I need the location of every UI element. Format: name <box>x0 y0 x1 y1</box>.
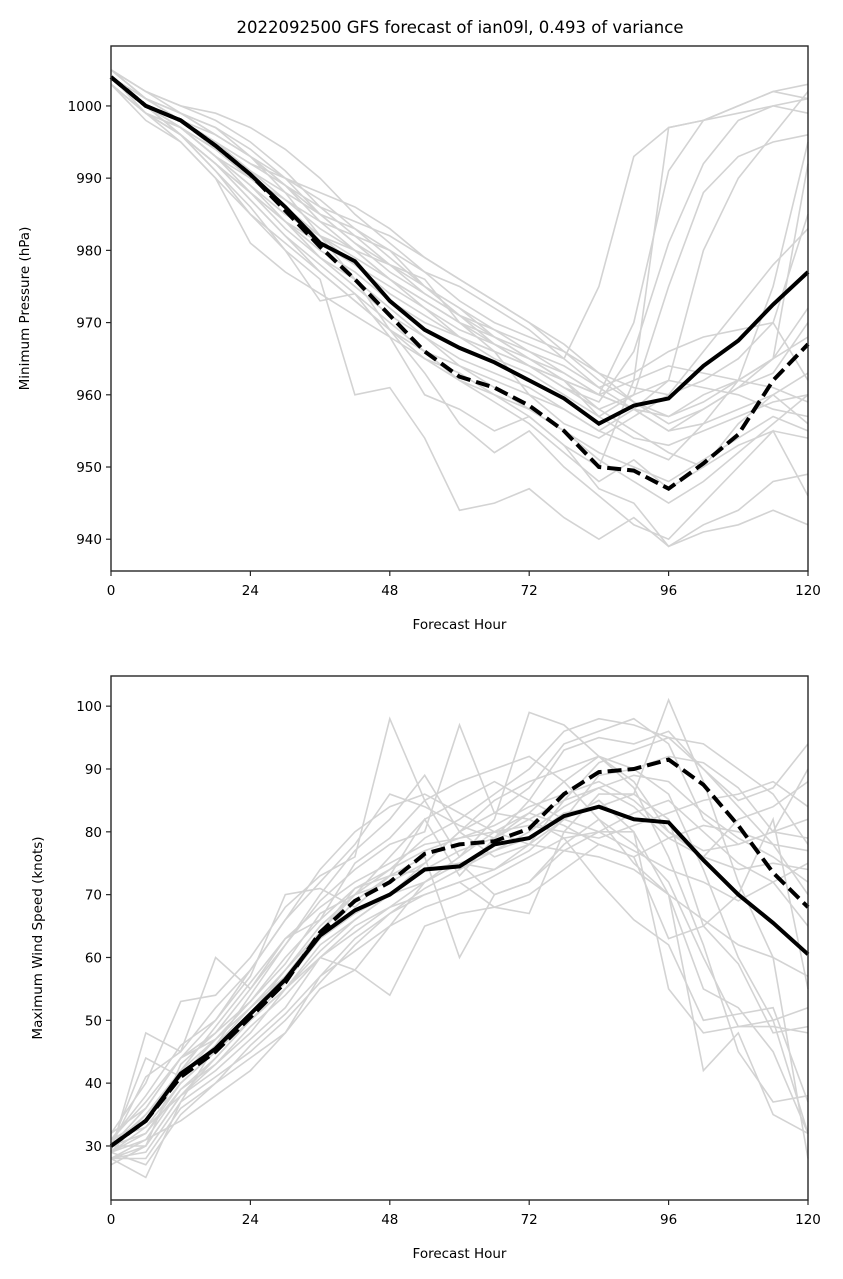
ensemble-lines <box>110 697 809 1179</box>
ensemble-member-line <box>110 755 809 1147</box>
axes-frame <box>110 675 809 1201</box>
ensemble-member-line <box>110 780 809 1147</box>
y-tick-label: 70 <box>85 888 102 904</box>
ensemble-member-line <box>111 717 809 1147</box>
ensemble-member-line <box>110 736 809 1160</box>
y-tick-label: 80 <box>85 825 102 841</box>
x-tick-label: 0 <box>107 583 116 599</box>
ensemble-member-line <box>110 816 809 1153</box>
y-tick-label: 970 <box>76 316 102 332</box>
x-tick-label: 120 <box>795 1212 821 1228</box>
ensemble-member-line <box>110 812 809 1160</box>
ensemble-member-line <box>110 786 809 1153</box>
y-tick-label: 980 <box>76 243 102 259</box>
ensemble-lines <box>110 69 809 548</box>
wind-speed-chart: 0 24 48 72 96 120 30 40 50 60 70 80 90 100 Forecast … <box>30 675 821 1262</box>
y-axis-label: Maximum Wind Speed (knots) <box>30 836 46 1039</box>
ensemble-member-line <box>110 83 809 432</box>
y-axis-label: Minimum Pressure (hPa) <box>17 227 33 391</box>
mean-lines <box>109 75 810 492</box>
y-axis-ticks: 940 950 960 970 980 990 1000 <box>68 99 111 548</box>
x-tick-label: 96 <box>660 583 677 599</box>
y-tick-label: 60 <box>85 950 102 966</box>
ensemble-member-line <box>110 76 809 418</box>
ensemble-member-line <box>110 76 809 548</box>
chart-title: 2022092500 GFS forecast of ian09l, 0.493… <box>237 18 684 37</box>
ensemble-member-line <box>110 793 809 1135</box>
y-axis-ticks: 30 40 50 60 70 80 90 100 <box>76 699 111 1155</box>
pressure-chart: 2022092500 GFS forecast of ian09l, 0.493… <box>17 18 821 633</box>
x-tick-label: 96 <box>660 1212 677 1228</box>
x-axis-label: Forecast Hour <box>413 1246 507 1262</box>
axes-frame <box>110 45 809 572</box>
ensemble-member-line <box>110 83 809 432</box>
x-tick-label: 120 <box>795 583 821 599</box>
y-tick-label: 950 <box>76 460 102 476</box>
dashed-mean-line <box>109 75 810 492</box>
x-axis-ticks: 0 24 48 72 96 120 <box>107 1200 821 1228</box>
mean-lines <box>109 757 810 1148</box>
x-tick-label: 48 <box>381 583 398 599</box>
x-tick-label: 72 <box>521 583 538 599</box>
ensemble-member-line <box>110 83 809 505</box>
ensemble-member-line <box>110 830 809 1141</box>
ensemble-member-line <box>110 774 809 1160</box>
ensemble-member-line <box>110 83 809 548</box>
x-axis-ticks: 0 24 48 72 96 120 <box>107 571 821 599</box>
y-tick-label: 940 <box>76 532 102 548</box>
y-tick-label: 100 <box>76 699 102 715</box>
x-tick-label: 24 <box>242 1212 259 1228</box>
y-tick-label: 960 <box>76 388 102 404</box>
y-tick-label: 40 <box>85 1076 102 1092</box>
y-tick-label: 50 <box>85 1013 102 1029</box>
x-tick-label: 0 <box>107 1212 116 1228</box>
ensemble-member-line <box>110 76 809 389</box>
y-tick-label: 30 <box>85 1139 102 1155</box>
ensemble-member-line <box>110 76 809 483</box>
ensemble-member-line <box>110 793 809 1141</box>
ensemble-member-line <box>110 69 809 403</box>
ensemble-member-line <box>110 830 809 1166</box>
y-tick-label: 90 <box>85 762 102 778</box>
x-axis-label: Forecast Hour <box>413 617 507 633</box>
x-tick-label: 48 <box>381 1212 398 1228</box>
ensemble-member-line <box>110 812 809 1153</box>
y-tick-label: 1000 <box>68 99 102 115</box>
solid-mean-line <box>109 804 810 1148</box>
x-tick-label: 24 <box>242 583 259 599</box>
ensemble-member-line <box>110 780 809 1147</box>
ensemble-member-line <box>110 730 809 1153</box>
x-tick-label: 72 <box>521 1212 538 1228</box>
ensemble-member-line <box>110 76 809 418</box>
dashed-mean-line <box>109 757 810 1148</box>
y-tick-label: 990 <box>76 171 102 187</box>
